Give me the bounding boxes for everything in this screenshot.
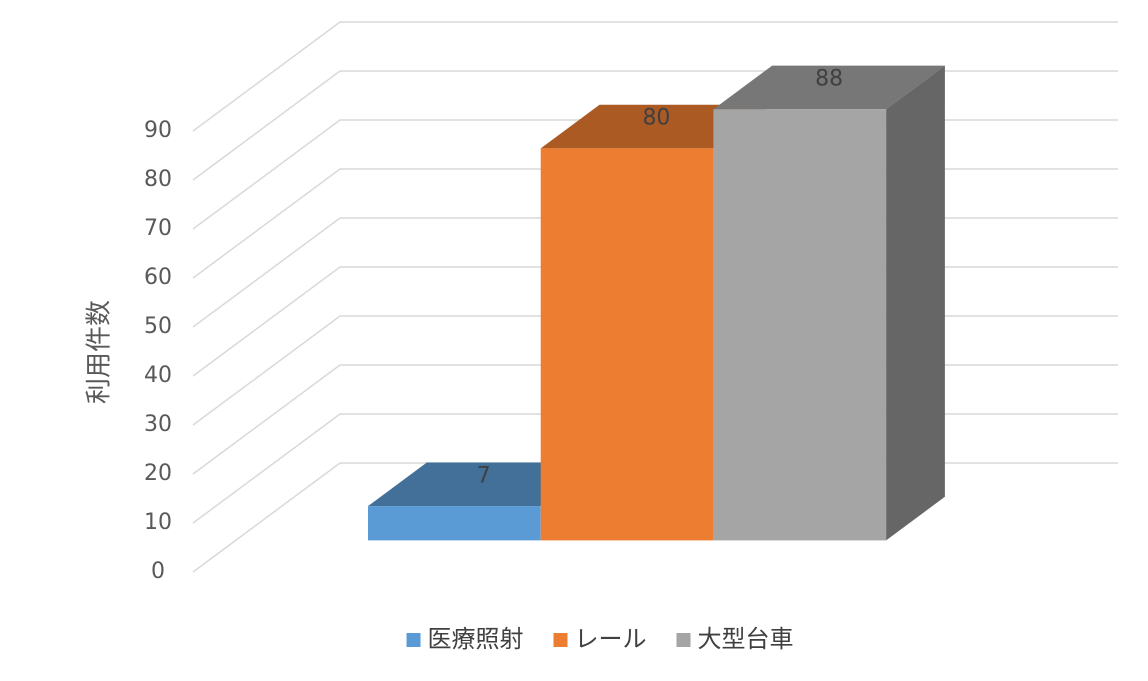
legend-swatch xyxy=(553,633,568,647)
y-tick-label: 30 xyxy=(144,412,172,437)
legend-label: 大型台車 xyxy=(698,625,794,653)
value-label: 88 xyxy=(815,66,843,91)
y-tick-label: 40 xyxy=(144,363,172,388)
bar-top xyxy=(713,65,945,110)
bar xyxy=(540,148,714,541)
value-label: 7 xyxy=(477,463,491,488)
y-tick-label: 70 xyxy=(144,216,172,241)
y-tick-label: 20 xyxy=(144,461,172,486)
y-tick-label: 50 xyxy=(144,314,172,339)
y-tick-label: 90 xyxy=(144,118,172,143)
y-tick-label: 80 xyxy=(144,167,172,192)
bar-side xyxy=(886,65,945,541)
legend-label: 医療照射 xyxy=(428,625,524,653)
y-tick-label: 0 xyxy=(151,559,165,584)
y-tick-label: 10 xyxy=(144,510,172,535)
legend-swatch xyxy=(676,633,691,647)
bar xyxy=(368,506,541,541)
y-axis-title: 利用件数 xyxy=(85,300,115,404)
legend-label: レール xyxy=(575,625,647,653)
value-label: 80 xyxy=(642,106,670,131)
legend-swatch xyxy=(406,633,421,647)
y-tick-label: 60 xyxy=(144,265,172,290)
grid-line xyxy=(192,21,1118,132)
bar xyxy=(713,109,887,541)
